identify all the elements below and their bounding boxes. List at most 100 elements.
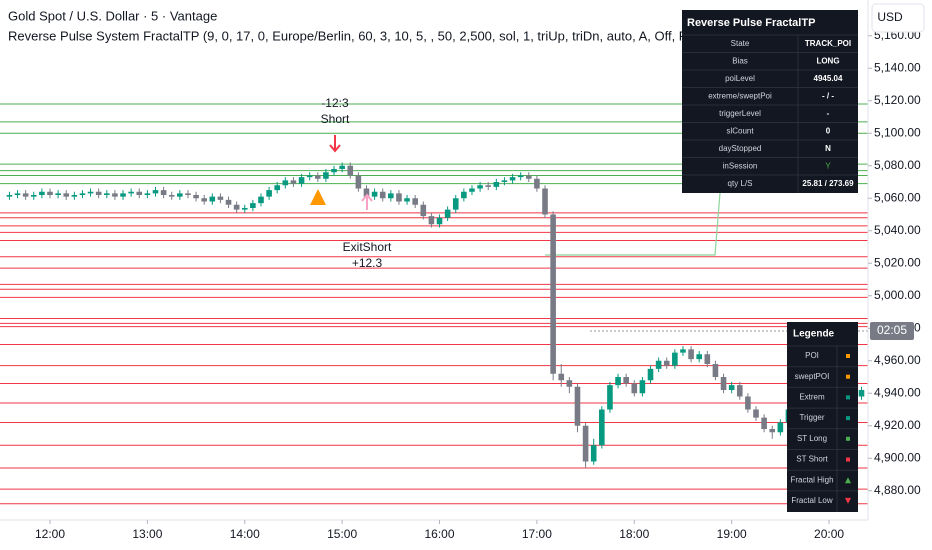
- info-key: State: [731, 39, 750, 48]
- candle-body: [615, 377, 621, 386]
- candle-body: [680, 349, 686, 353]
- info-key: qty L/S: [728, 179, 753, 188]
- x-tick-label: 12:00: [35, 527, 65, 541]
- info-key: inSession: [723, 162, 758, 171]
- legend-swatch: [845, 477, 851, 484]
- y-tick-label: 5,100.00: [874, 125, 921, 139]
- legend-swatch: [846, 436, 850, 441]
- candle-body: [396, 193, 402, 202]
- candle-body: [250, 203, 256, 208]
- candle-body: [501, 180, 508, 182]
- candle-body: [688, 349, 694, 360]
- y-tick-label: 5,020.00: [874, 255, 921, 269]
- legend-swatch: [846, 374, 850, 379]
- y-tick-label: 5,040.00: [874, 223, 921, 237]
- y-tick-label: 5,120.00: [874, 93, 921, 107]
- countdown-box: [870, 322, 914, 340]
- legend-title: Legende: [793, 329, 835, 340]
- legend-label: Extrem: [799, 393, 825, 402]
- legend-swatch: [846, 354, 850, 358]
- candle-body: [355, 175, 362, 189]
- currency-button[interactable]: [871, 3, 925, 33]
- candle-body: [371, 191, 378, 197]
- candle-body: [769, 429, 776, 433]
- info-key: triggerLevel: [719, 109, 761, 118]
- connector: [545, 192, 721, 256]
- candle-body: [607, 385, 613, 410]
- candle-body: [574, 386, 581, 426]
- x-tick-label: 15:00: [327, 527, 357, 541]
- candle-body: [672, 352, 678, 366]
- candle-body: [558, 373, 565, 381]
- candle-body: [647, 368, 654, 381]
- candle-body: [71, 195, 78, 197]
- candle-body: [14, 193, 21, 195]
- candle-body: [79, 193, 86, 195]
- candle-body: [493, 182, 500, 187]
- candle-body: [412, 198, 418, 205]
- candle-body: [136, 191, 143, 195]
- candle-body: [225, 199, 232, 205]
- exit-arrow: [361, 193, 373, 210]
- legend-label: Fractal High: [790, 475, 833, 484]
- candle-body: [509, 177, 516, 181]
- title: Gold Spot / U.S. Dollar · 5 · Vantage: [8, 8, 217, 23]
- candle-body: [331, 169, 337, 173]
- candle-body: [241, 208, 248, 210]
- candle-body: [6, 195, 13, 197]
- legend-label: ST Short: [796, 455, 828, 464]
- candle-body: [404, 198, 410, 202]
- candle-body: [290, 180, 297, 184]
- candle-body: [631, 383, 638, 394]
- candle-body: [63, 193, 70, 197]
- candle-body: [347, 165, 354, 176]
- candle-body: [696, 354, 702, 360]
- info-key: poiLevel: [725, 74, 755, 83]
- candle-body: [217, 196, 224, 200]
- legend-label: POI: [805, 351, 819, 360]
- candle-body: [761, 417, 767, 429]
- legend-swatch: [846, 395, 850, 400]
- candle-body: [444, 209, 451, 218]
- subtitle: Reverse Pulse System FractalTP (9, 0, 17…: [8, 28, 720, 43]
- candle-body: [590, 445, 597, 462]
- annotation: ExitShort: [343, 240, 392, 254]
- candle-body: [282, 180, 289, 186]
- info-title: Reverse Pulse FractalTP: [687, 17, 815, 29]
- candle-body: [485, 185, 492, 187]
- candles: [6, 162, 865, 468]
- info-value: 0: [826, 127, 831, 136]
- candle-body: [728, 385, 735, 390]
- price-axis: [868, 0, 932, 550]
- candle-body: [599, 409, 605, 446]
- y-tick-label: 5,060.00: [874, 190, 921, 204]
- currency[interactable]: USD: [877, 10, 903, 24]
- candle-body: [112, 193, 118, 197]
- y-tick-label: 5,000.00: [874, 288, 921, 302]
- candle-body: [323, 172, 329, 179]
- x-tick-label: 13:00: [132, 527, 162, 541]
- info-table: Reverse Pulse FractalTP State TRACK_POI Bia…: [682, 10, 858, 193]
- candle-body: [266, 190, 272, 197]
- candle-body: [298, 177, 305, 184]
- info-value: -: [827, 109, 830, 118]
- legend-table: Legende POI sweptPOI Extrem Trigger ST Long ST…: [787, 322, 858, 512]
- candle-body: [152, 190, 159, 194]
- candle-body: [314, 175, 321, 179]
- levels: [0, 103, 868, 505]
- candle-body: [144, 193, 151, 195]
- info-key: dayStopped: [719, 144, 762, 153]
- candle-body: [736, 385, 743, 397]
- short-arrow: [329, 135, 341, 153]
- candle-body: [363, 188, 370, 197]
- candle-body: [120, 193, 126, 197]
- candle-body: [525, 175, 532, 179]
- y-tick-label: 5,140.00: [874, 60, 921, 74]
- candle-body: [30, 195, 37, 197]
- candle-body: [712, 364, 719, 377]
- header-bg: [0, 0, 690, 46]
- candle-body: [201, 198, 207, 202]
- y-tick-label: 4,960.00: [874, 353, 921, 367]
- y-tick-label: 5,080.00: [874, 158, 921, 172]
